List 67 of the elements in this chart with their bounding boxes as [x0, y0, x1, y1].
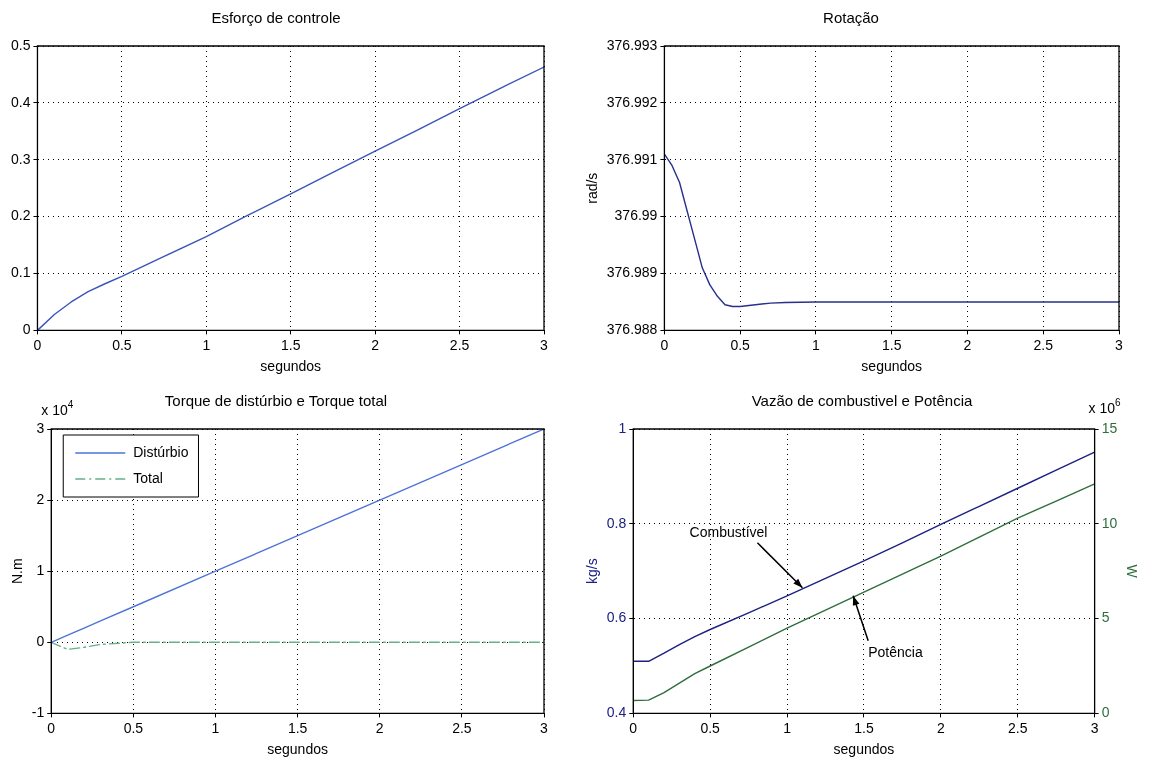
y-tick-label: 0 — [22, 321, 31, 338]
x-tick-label: 3 — [1090, 719, 1099, 736]
y-tick-label: 376.989 — [606, 264, 658, 281]
legend-label: Distúrbio — [133, 443, 189, 460]
x-axis-title: segundos — [861, 358, 923, 375]
x-tick-label: 0 — [660, 336, 669, 353]
y-axis-title: N.m — [9, 558, 26, 585]
y-tick-label: 0.8 — [606, 514, 627, 531]
x-tick-label: 1 — [202, 336, 211, 353]
y-tick-label: 3 — [36, 419, 45, 436]
x-tick-label: 1 — [783, 719, 792, 736]
x-tick-label: 1.5 — [281, 336, 301, 353]
x-axis-title: segundos — [833, 741, 895, 758]
y2-axis-title: W — [1123, 564, 1140, 579]
x-tick-label: 2.5 — [1008, 719, 1028, 736]
x-tick-label: 0.5 — [700, 719, 721, 736]
x-axis-title: segundos — [267, 741, 328, 758]
x-tick-label: 3 — [540, 336, 549, 353]
y-tick-label: 0.2 — [10, 207, 31, 224]
x-axis-title: segundos — [260, 358, 322, 375]
y-tick-label: 2 — [36, 490, 45, 507]
x-tick-label: 2 — [375, 719, 384, 736]
y-tick-label: 0.5 — [10, 36, 31, 53]
y-axis-title: rad/s — [584, 172, 601, 204]
x-tick-label: 3 — [1115, 336, 1124, 353]
chart-title: Torque de distúrbio e Torque total — [164, 392, 388, 410]
x-tick-label: 0.5 — [112, 336, 132, 353]
annotation: Combustível — [689, 523, 768, 540]
y-tick-label: 0 — [36, 633, 45, 650]
y-tick-label: 376.992 — [606, 93, 658, 110]
chart-title: Esforço de controle — [211, 9, 341, 27]
y2-tick-label: 0 — [1101, 704, 1110, 721]
y-tick-label: -1 — [31, 704, 45, 721]
y2-tick-label: 5 — [1101, 609, 1110, 626]
y-tick-label: 0.1 — [10, 264, 31, 281]
x-tick-label: 3 — [540, 719, 549, 736]
y-tick-label: 0.3 — [10, 150, 31, 167]
x-tick-label: 1.5 — [287, 719, 308, 736]
y-tick-label: 376.988 — [606, 321, 658, 338]
x-tick-label: 2 — [936, 719, 945, 736]
x-tick-label: 2 — [963, 336, 972, 353]
y-tick-label: 376.991 — [606, 150, 658, 167]
x-tick-label: 2.5 — [449, 336, 470, 353]
annotation: Potência — [868, 643, 923, 660]
y-axis-title: kg/s — [584, 558, 601, 585]
y-tick-label: 1 — [618, 419, 627, 436]
y2-tick-label: 10 — [1101, 514, 1118, 531]
x-tick-label: 1 — [812, 336, 821, 353]
y-tick-label: 0.6 — [606, 609, 627, 626]
y-tick-label: 376.993 — [606, 36, 658, 53]
y-tick-label: 376.99 — [614, 207, 658, 224]
x-tick-label: 2 — [371, 336, 380, 353]
x-tick-label: 0 — [47, 719, 56, 736]
y-tick-label: 1 — [36, 562, 45, 579]
y2-tick-label: 15 — [1101, 419, 1118, 436]
x-tick-label: 1.5 — [881, 336, 902, 353]
chart-title: Vazão de combustivel e Potência — [751, 392, 973, 410]
x-tick-label: 2.5 — [1033, 336, 1054, 353]
x-tick-label: 1.5 — [854, 719, 874, 736]
x-tick-label: 2.5 — [452, 719, 472, 736]
chart-title: Rotação — [823, 9, 879, 27]
x-tick-label: 0.5 — [730, 336, 751, 353]
y-tick-label: 0.4 — [10, 93, 31, 110]
y-tick-label: 0.4 — [606, 704, 627, 721]
x-tick-label: 0.5 — [123, 719, 144, 736]
x-tick-label: 1 — [211, 719, 220, 736]
legend-label: Total — [133, 469, 163, 486]
